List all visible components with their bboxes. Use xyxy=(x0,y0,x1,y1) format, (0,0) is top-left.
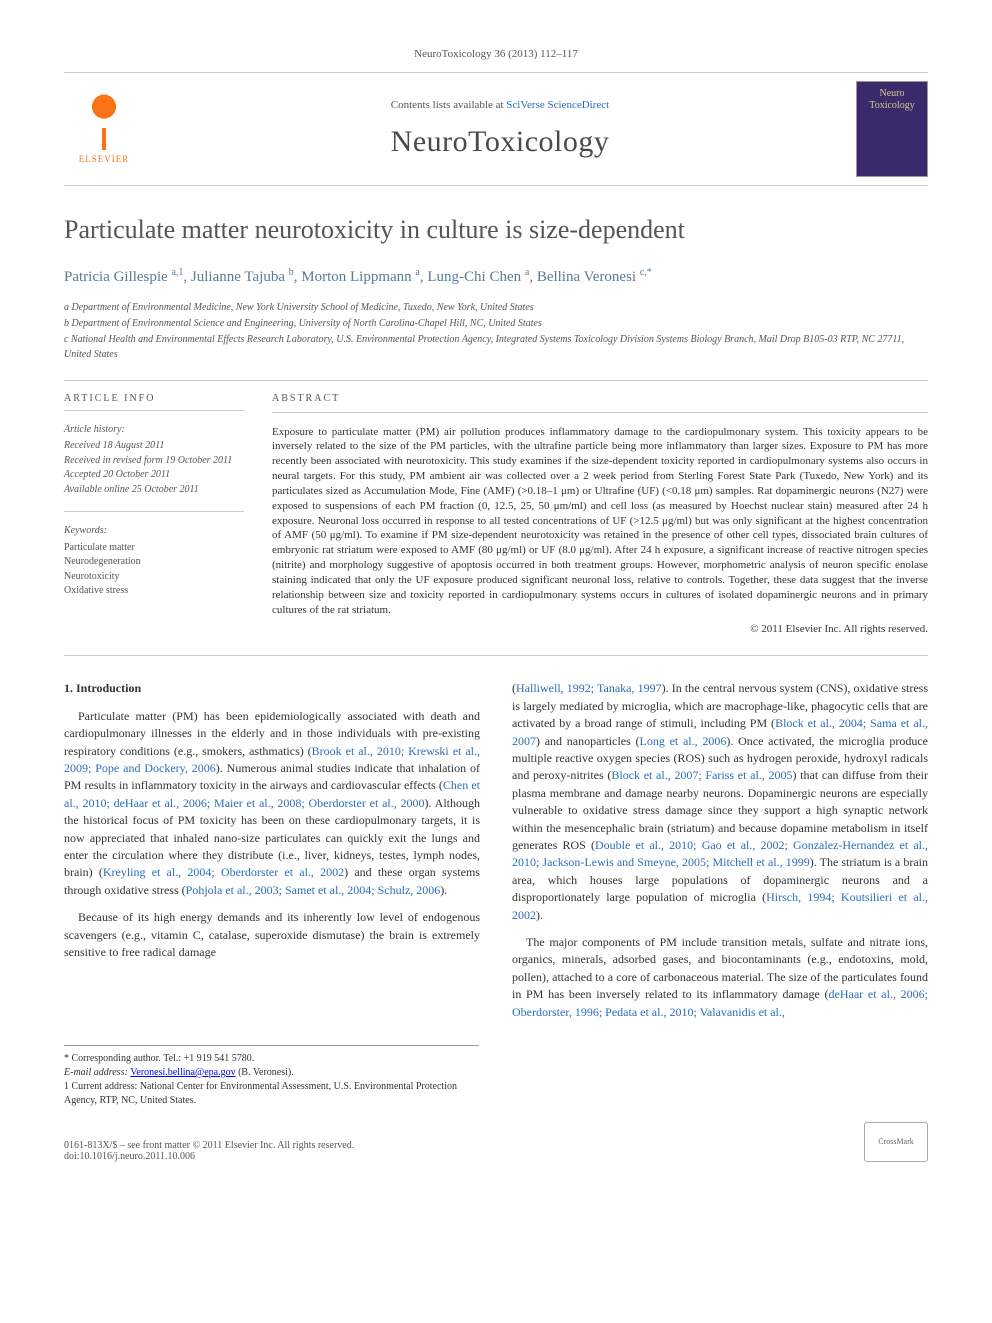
body-columns: 1. Introduction Particulate matter (PM) … xyxy=(64,680,928,1030)
info-divider-1 xyxy=(64,410,244,411)
footer-meta: 0161-813X/$ – see front matter © 2011 El… xyxy=(64,1122,928,1162)
info-abstract-row: ARTICLE INFO Article history: Received 1… xyxy=(64,393,928,636)
contents-prefix: Contents lists available at xyxy=(391,99,506,111)
masthead-center: Contents lists available at SciVerse Sci… xyxy=(144,99,856,159)
history-head: Article history: xyxy=(64,423,244,438)
contents-line: Contents lists available at SciVerse Sci… xyxy=(144,99,856,111)
author-list: Patricia Gillespie a,1, Julianne Tajuba … xyxy=(64,267,928,286)
ref-block-2007[interactable]: Block et al., 2007; Fariss et al., 2005 xyxy=(611,768,792,782)
cover-line2: Toxicology xyxy=(869,100,914,111)
cover-line1: Neuro xyxy=(880,88,905,99)
article-history: Article history: Received 18 August 2011… xyxy=(64,423,244,498)
keywords-head: Keywords: xyxy=(64,524,244,539)
sciencedirect-link[interactable]: SciVerse ScienceDirect xyxy=(506,99,609,111)
history-received: Received 18 August 2011 xyxy=(64,439,244,454)
ref-kreyling-2004[interactable]: Kreyling et al., 2004; Oberdorster et al… xyxy=(103,865,344,879)
history-accepted: Accepted 20 October 2011 xyxy=(64,468,244,483)
masthead: ELSEVIER Contents lists available at Sci… xyxy=(64,72,928,186)
affiliation-b: b Department of Environmental Science an… xyxy=(64,316,928,331)
footnote-1: 1 Current address: National Center for E… xyxy=(64,1080,479,1108)
elsevier-logo: ELSEVIER xyxy=(64,84,144,174)
keyword-3: Neurotoxicity xyxy=(64,570,244,585)
abstract-divider xyxy=(272,412,928,413)
history-online: Available online 25 October 2011 xyxy=(64,483,244,498)
keywords: Keywords: Particulate matter Neurodegene… xyxy=(64,524,244,599)
email-suffix: (B. Veronesi). xyxy=(236,1067,294,1078)
doi-line: doi:10.1016/j.neuro.2011.10.006 xyxy=(64,1151,354,1162)
section-divider xyxy=(64,380,928,381)
paragraph-1: Particulate matter (PM) has been epidemi… xyxy=(64,708,480,899)
ref-pohjola-2003[interactable]: Pohjola et al., 2003; Samet et al., 2004… xyxy=(186,883,441,897)
p3-text-2: ) and nanoparticles ( xyxy=(536,734,640,748)
info-divider-2 xyxy=(64,511,244,512)
article-info-heading: ARTICLE INFO xyxy=(64,393,244,404)
journal-cover-thumbnail: Neuro Toxicology xyxy=(856,81,928,177)
paragraph-2: Because of its high energy demands and i… xyxy=(64,909,480,961)
crossmark-label: CrossMark xyxy=(878,1137,914,1146)
journal-name: NeuroToxicology xyxy=(144,125,856,159)
article-title: Particulate matter neurotoxicity in cult… xyxy=(64,214,928,247)
column-left: 1. Introduction Particulate matter (PM) … xyxy=(64,680,480,1030)
email-line: E-mail address: Veronesi.bellina@epa.gov… xyxy=(64,1066,479,1080)
history-revised: Received in revised form 19 October 2011 xyxy=(64,454,244,469)
affiliations: a Department of Environmental Medicine, … xyxy=(64,300,928,362)
email-link[interactable]: Veronesi.bellina@epa.gov xyxy=(130,1067,235,1078)
column-right: (Halliwell, 1992; Tanaka, 1997). In the … xyxy=(512,680,928,1030)
paragraph-4: The major components of PM include trans… xyxy=(512,934,928,1021)
keyword-1: Particulate matter xyxy=(64,541,244,556)
journal-reference: NeuroToxicology 36 (2013) 112–117 xyxy=(64,48,928,60)
footer-left: 0161-813X/$ – see front matter © 2011 El… xyxy=(64,1140,354,1162)
abstract: ABSTRACT Exposure to particulate matter … xyxy=(272,393,928,636)
ref-halliwell-1992[interactable]: Halliwell, 1992; Tanaka, 1997 xyxy=(516,681,662,695)
email-label: E-mail address: xyxy=(64,1067,130,1078)
section-1-heading: 1. Introduction xyxy=(64,680,480,697)
abstract-text: Exposure to particulate matter (PM) air … xyxy=(272,425,928,618)
keyword-4: Oxidative stress xyxy=(64,584,244,599)
body-divider xyxy=(64,655,928,656)
affiliation-c: c National Health and Environmental Effe… xyxy=(64,332,928,362)
paragraph-3: (Halliwell, 1992; Tanaka, 1997). In the … xyxy=(512,680,928,923)
affiliation-a: a Department of Environmental Medicine, … xyxy=(64,300,928,315)
crossmark-badge[interactable]: CrossMark xyxy=(864,1122,928,1162)
keyword-2: Neurodegeneration xyxy=(64,555,244,570)
issn-line: 0161-813X/$ – see front matter © 2011 El… xyxy=(64,1140,354,1151)
footnotes: * Corresponding author. Tel.: +1 919 541… xyxy=(64,1045,479,1108)
elsevier-tree-icon xyxy=(76,94,132,150)
abstract-heading: ABSTRACT xyxy=(272,393,928,404)
abstract-copyright: © 2011 Elsevier Inc. All rights reserved… xyxy=(272,623,928,635)
p1-text-5: ). xyxy=(440,883,447,897)
article-info: ARTICLE INFO Article history: Received 1… xyxy=(64,393,244,636)
p3-text-6: ). xyxy=(536,908,543,922)
ref-long-2006[interactable]: Long et al., 2006 xyxy=(640,734,727,748)
corresponding-author: * Corresponding author. Tel.: +1 919 541… xyxy=(64,1052,479,1066)
page-root: NeuroToxicology 36 (2013) 112–117 ELSEVI… xyxy=(0,0,992,1210)
elsevier-label: ELSEVIER xyxy=(79,154,130,164)
